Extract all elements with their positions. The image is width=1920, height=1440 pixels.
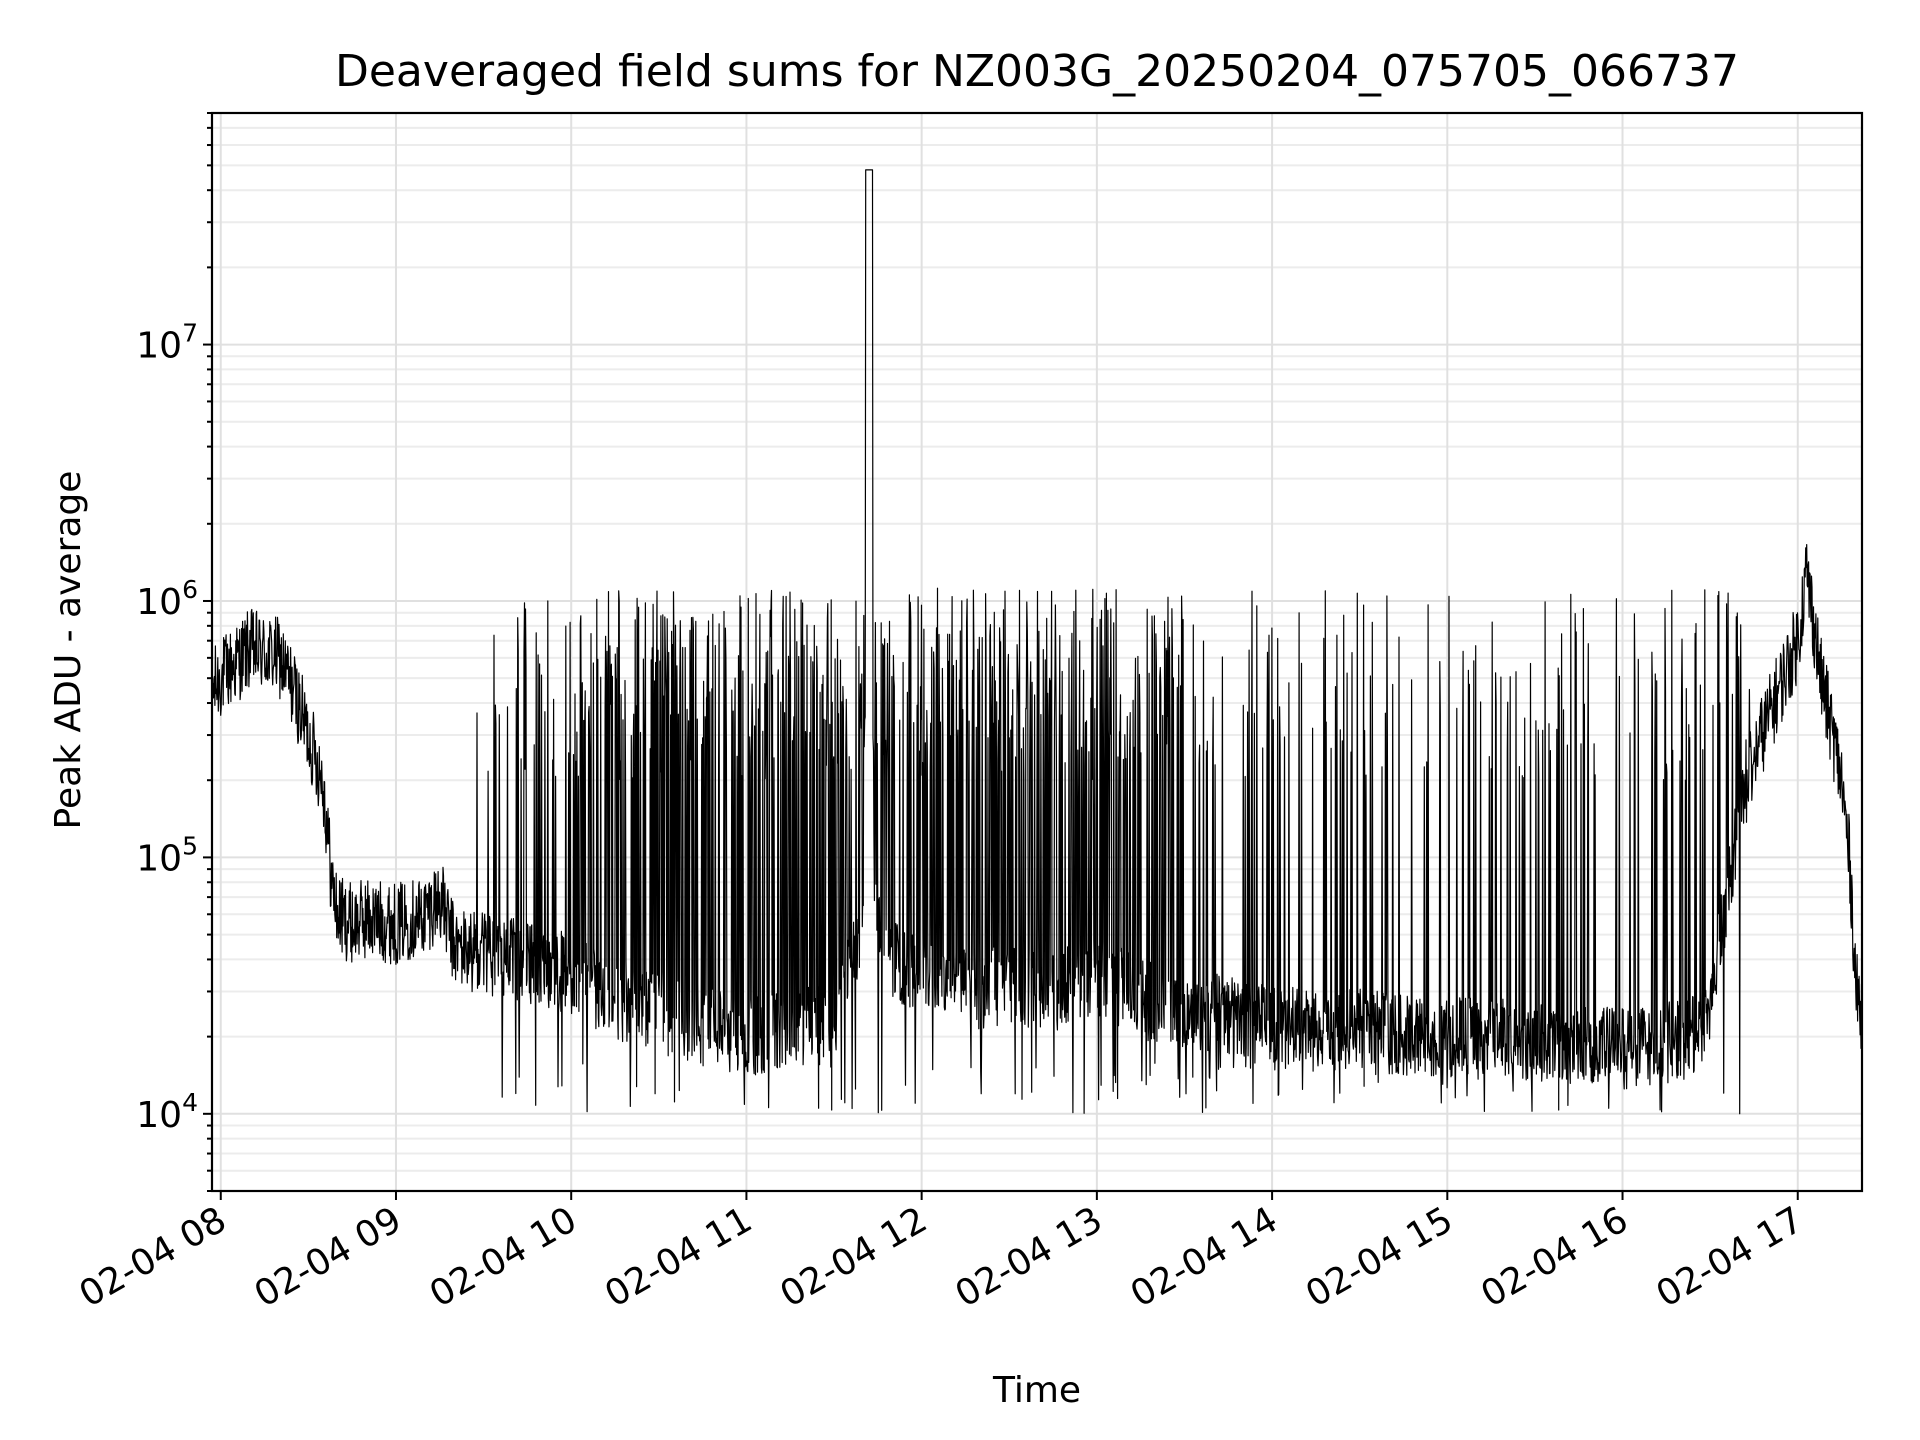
- y-tick-label: 104: [136, 1088, 198, 1136]
- x-tick-label: 02-04 08: [73, 1199, 234, 1315]
- x-tick-label: 02-04 09: [248, 1199, 409, 1315]
- x-tick-label: 02-04 11: [598, 1199, 759, 1315]
- x-tick-label: 02-04 10: [423, 1199, 584, 1315]
- x-tick-label: 02-04 16: [1474, 1199, 1635, 1315]
- x-tick-label: 02-04 13: [949, 1199, 1110, 1315]
- y-axis-label: Peak ADU - average: [48, 471, 89, 830]
- x-tick-label: 02-04 17: [1650, 1199, 1811, 1315]
- y-tick-label: 105: [136, 831, 198, 879]
- x-tick-label: 02-04 15: [1299, 1199, 1460, 1315]
- y-tick-label: 107: [136, 319, 198, 367]
- chart-title: Deaveraged field sums for NZ003G_2025020…: [335, 46, 1739, 97]
- x-tick-label: 02-04 14: [1124, 1199, 1285, 1315]
- y-tick-label: 106: [136, 575, 198, 623]
- data-area: [211, 169, 1863, 1115]
- x-tick-label: 02-04 12: [773, 1199, 934, 1315]
- x-axis-label: Time: [992, 1370, 1081, 1411]
- plot-frame: [210, 111, 1864, 1193]
- series-line: [211, 169, 1863, 1115]
